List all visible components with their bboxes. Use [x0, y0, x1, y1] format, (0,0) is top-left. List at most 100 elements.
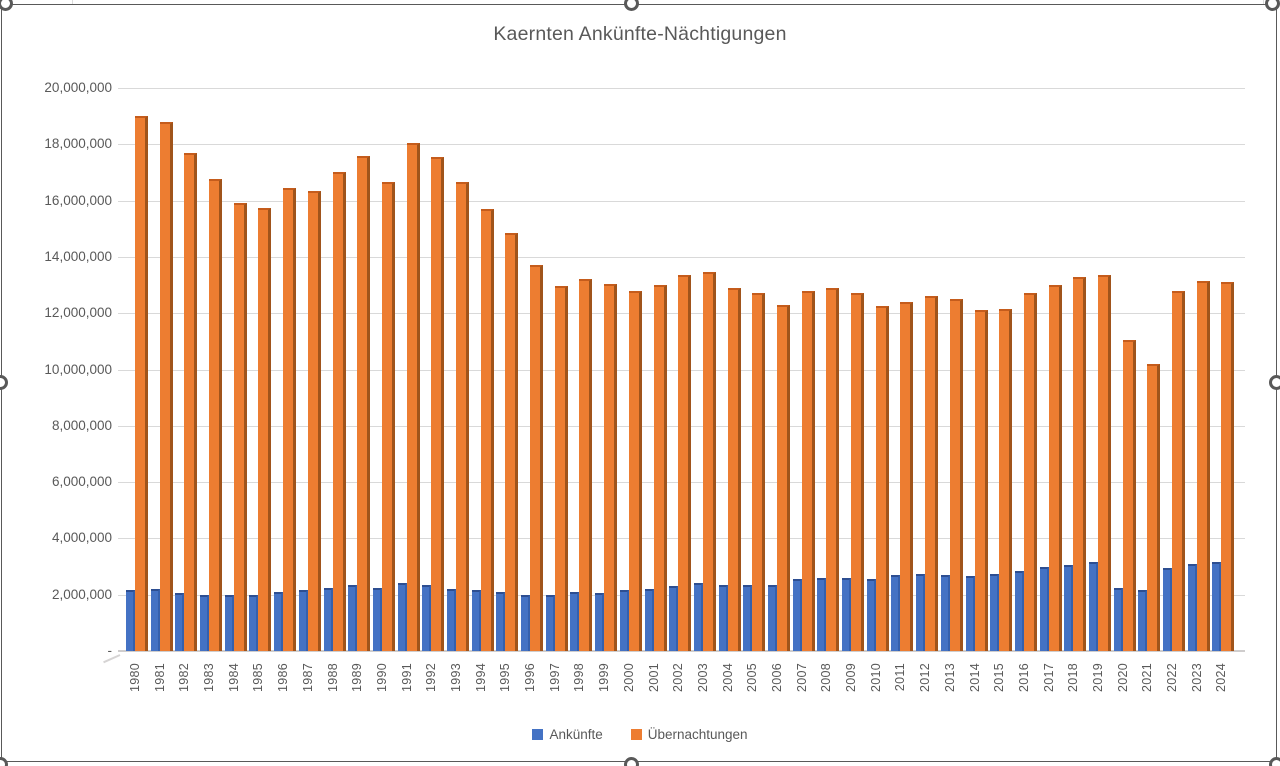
bar-uebernachtungen-1995[interactable] — [505, 233, 519, 651]
bar-ankuenfte-1982[interactable] — [175, 593, 185, 651]
bar-uebernachtungen-2012[interactable] — [925, 296, 939, 651]
bar-ankuenfte-2013[interactable] — [940, 575, 950, 651]
selection-handle-right-middle[interactable] — [1269, 375, 1280, 390]
bar-ankuenfte-1989[interactable] — [348, 585, 358, 651]
bar-uebernachtungen-2010[interactable] — [875, 306, 889, 651]
bar-ankuenfte-1991[interactable] — [397, 583, 407, 651]
bar-ankuenfte-2014[interactable] — [965, 576, 975, 651]
bar-ankuenfte-2024[interactable] — [1212, 562, 1222, 651]
bar-uebernachtungen-2021[interactable] — [1147, 364, 1161, 651]
bar-ankuenfte-2003[interactable] — [693, 583, 703, 651]
bar-uebernachtungen-2004[interactable] — [727, 288, 741, 651]
bar-ankuenfte-2019[interactable] — [1088, 562, 1098, 651]
bar-uebernachtungen-1993[interactable] — [456, 182, 469, 651]
selection-handle-bottom-center[interactable] — [624, 757, 639, 766]
selection-handle-top-left[interactable] — [0, 0, 13, 11]
legend-entry-ankuenfte[interactable]: Ankünfte — [532, 727, 603, 742]
bar-uebernachtungen-2019[interactable] — [1097, 275, 1111, 651]
bar-uebernachtungen-1991[interactable] — [406, 143, 420, 651]
bar-ankuenfte-1999[interactable] — [595, 593, 605, 651]
bar-ankuenfte-1995[interactable] — [496, 592, 506, 651]
bar-ankuenfte-1994[interactable] — [471, 590, 481, 651]
bar-ankuenfte-2011[interactable] — [891, 575, 901, 651]
bar-uebernachtungen-1992[interactable] — [431, 157, 445, 651]
bar-uebernachtungen-2016[interactable] — [1023, 293, 1037, 651]
bar-uebernachtungen-2018[interactable] — [1073, 277, 1087, 651]
bar-ankuenfte-1980[interactable] — [126, 590, 135, 651]
bar-ankuenfte-1984[interactable] — [224, 595, 234, 651]
bar-ankuenfte-2022[interactable] — [1163, 568, 1172, 651]
bar-uebernachtungen-2007[interactable] — [801, 291, 815, 651]
bar-ankuenfte-1992[interactable] — [422, 585, 432, 651]
bar-uebernachtungen-2014[interactable] — [974, 310, 988, 651]
bar-ankuenfte-2021[interactable] — [1138, 590, 1148, 651]
bar-uebernachtungen-2003[interactable] — [702, 272, 716, 651]
bar-ankuenfte-1985[interactable] — [249, 595, 259, 651]
bar-uebernachtungen-2006[interactable] — [776, 305, 790, 651]
bar-uebernachtungen-2020[interactable] — [1122, 340, 1136, 651]
bar-uebernachtungen-1998[interactable] — [579, 279, 593, 651]
bar-uebernachtungen-1988[interactable] — [332, 172, 346, 651]
bar-ankuenfte-2004[interactable] — [718, 585, 728, 651]
bar-uebernachtungen-2017[interactable] — [1048, 285, 1062, 651]
chart-title[interactable]: Kaernten Ankünfte-Nächtigungen — [493, 23, 787, 45]
bar-ankuenfte-1986[interactable] — [274, 592, 284, 651]
bar-uebernachtungen-2015[interactable] — [999, 309, 1013, 651]
bar-ankuenfte-2012[interactable] — [916, 574, 926, 651]
bar-ankuenfte-2008[interactable] — [817, 578, 827, 651]
bar-uebernachtungen-2024[interactable] — [1221, 282, 1235, 651]
bar-ankuenfte-2009[interactable] — [842, 578, 851, 651]
bar-ankuenfte-2010[interactable] — [866, 579, 876, 651]
bar-ankuenfte-2016[interactable] — [1014, 571, 1024, 651]
bar-uebernachtungen-1983[interactable] — [209, 179, 223, 651]
bar-uebernachtungen-2023[interactable] — [1196, 281, 1210, 651]
bar-uebernachtungen-1982[interactable] — [184, 153, 198, 651]
bar-uebernachtungen-1997[interactable] — [554, 286, 568, 651]
bar-ankuenfte-2000[interactable] — [619, 590, 629, 651]
selection-handle-top-right[interactable] — [1265, 0, 1280, 11]
bar-uebernachtungen-1986[interactable] — [283, 188, 297, 651]
bar-ankuenfte-2020[interactable] — [1113, 588, 1123, 651]
bar-uebernachtungen-2001[interactable] — [653, 285, 667, 651]
bar-ankuenfte-1988[interactable] — [323, 588, 333, 651]
bar-ankuenfte-2002[interactable] — [669, 586, 679, 651]
bar-ankuenfte-1998[interactable] — [570, 592, 580, 651]
bar-ankuenfte-1987[interactable] — [298, 590, 308, 651]
bar-ankuenfte-2017[interactable] — [1039, 567, 1049, 651]
bar-uebernachtungen-2002[interactable] — [678, 275, 692, 651]
bar-ankuenfte-2018[interactable] — [1064, 565, 1074, 651]
bar-ankuenfte-1990[interactable] — [372, 588, 382, 651]
bar-ankuenfte-2006[interactable] — [767, 585, 777, 651]
bar-ankuenfte-1981[interactable] — [150, 589, 160, 651]
bar-uebernachtungen-2013[interactable] — [949, 299, 963, 651]
selection-handle-top-center[interactable] — [624, 0, 639, 11]
selection-handle-left-middle[interactable] — [0, 375, 8, 390]
bar-uebernachtungen-1990[interactable] — [381, 182, 395, 651]
bar-uebernachtungen-1996[interactable] — [530, 265, 543, 651]
bar-uebernachtungen-1981[interactable] — [159, 122, 173, 651]
legend-entry-uebernachtungen[interactable]: Übernachtungen — [630, 727, 748, 742]
bar-ankuenfte-1997[interactable] — [545, 595, 555, 651]
bar-uebernachtungen-1985[interactable] — [258, 208, 272, 651]
bar-ankuenfte-2015[interactable] — [990, 574, 1000, 651]
bar-uebernachtungen-2005[interactable] — [752, 293, 766, 651]
bar-uebernachtungen-2009[interactable] — [851, 293, 864, 651]
bar-ankuenfte-1983[interactable] — [200, 595, 210, 651]
selection-handle-bottom-right[interactable] — [1269, 757, 1280, 766]
bar-uebernachtungen-1989[interactable] — [357, 156, 371, 651]
bar-ankuenfte-2005[interactable] — [743, 585, 753, 651]
bar-ankuenfte-1996[interactable] — [521, 595, 530, 651]
bar-ankuenfte-1993[interactable] — [447, 589, 456, 651]
bar-uebernachtungen-1999[interactable] — [604, 284, 618, 651]
bar-uebernachtungen-1987[interactable] — [307, 191, 321, 651]
bar-uebernachtungen-1984[interactable] — [233, 203, 247, 651]
bar-uebernachtungen-1980[interactable] — [135, 116, 148, 651]
bar-ankuenfte-2001[interactable] — [644, 589, 654, 651]
bar-uebernachtungen-2008[interactable] — [826, 288, 840, 651]
bar-uebernachtungen-2000[interactable] — [628, 291, 642, 651]
bar-ankuenfte-2023[interactable] — [1187, 564, 1197, 651]
bar-ankuenfte-2007[interactable] — [792, 579, 802, 651]
bar-uebernachtungen-2022[interactable] — [1172, 291, 1185, 651]
bar-uebernachtungen-2011[interactable] — [900, 302, 914, 651]
selection-handle-bottom-left[interactable] — [0, 757, 8, 766]
